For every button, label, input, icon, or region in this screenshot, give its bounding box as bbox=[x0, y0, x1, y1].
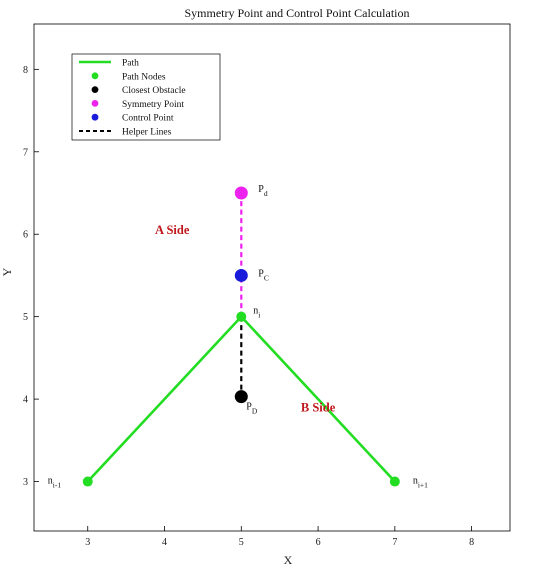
control-point-point bbox=[234, 268, 248, 282]
path-nodes-point bbox=[82, 476, 93, 487]
label-subscript: D bbox=[252, 407, 258, 416]
x-tick-label: 8 bbox=[469, 537, 474, 548]
x-axis-title: X bbox=[284, 553, 293, 567]
x-tick-label: 3 bbox=[85, 537, 90, 548]
path-nodes-point bbox=[389, 476, 400, 487]
point-label-n-i: ni bbox=[253, 306, 260, 320]
label-base: P bbox=[258, 184, 264, 195]
legend-label-symmetry-point: Symmetry Point bbox=[122, 100, 184, 110]
label-base: n bbox=[413, 476, 418, 487]
y-tick-label: 8 bbox=[23, 65, 28, 76]
legend-key-dot bbox=[91, 100, 99, 107]
legend-label-closest-obstacle: Closest Obstacle bbox=[122, 86, 186, 96]
point-label-n-i-1: ni+1 bbox=[413, 476, 428, 490]
legend-label-path: Path bbox=[122, 59, 139, 69]
label-base: n bbox=[253, 306, 258, 317]
path-nodes-point bbox=[236, 311, 247, 322]
x-tick-label: 4 bbox=[162, 537, 167, 548]
legend-label-control-point: Control Point bbox=[122, 114, 174, 124]
x-tick-label: 6 bbox=[316, 537, 321, 548]
closest-obstacle-point bbox=[234, 390, 248, 404]
label-subscript: i bbox=[258, 311, 260, 320]
x-tick-label: 5 bbox=[239, 537, 244, 548]
annotation-b-side: B Side bbox=[301, 400, 336, 414]
y-axis-ticks: 3 4 5 6 7 8 bbox=[23, 65, 39, 488]
point-label-p-d: Pd bbox=[258, 184, 268, 198]
plot-frame bbox=[33, 23, 511, 532]
label-subscript: d bbox=[264, 189, 268, 198]
label-base: P bbox=[246, 402, 252, 413]
x-axis-ticks: 3 4 5 6 7 8 bbox=[85, 526, 474, 548]
y-tick-label: 6 bbox=[23, 230, 28, 241]
data-points bbox=[82, 186, 400, 487]
legend-box bbox=[71, 53, 221, 141]
label-base: n bbox=[48, 476, 53, 487]
legend-label-helper-lines: Helper Lines bbox=[122, 128, 172, 138]
legend: Path Path Nodes Closest Obstacle Symmetry P… bbox=[71, 53, 221, 141]
label-subscript: i+1 bbox=[418, 481, 428, 490]
point-label-n-i-1: ni-1 bbox=[48, 476, 62, 490]
y-axis-title: Y bbox=[0, 267, 14, 276]
y-tick-label: 4 bbox=[23, 395, 28, 406]
y-tick-label: 3 bbox=[23, 477, 28, 488]
legend-label-path-nodes: Path Nodes bbox=[122, 72, 166, 82]
y-tick-label: 7 bbox=[23, 147, 28, 158]
chart-title: Symmetry Point and Control Point Calcula… bbox=[185, 6, 410, 20]
label-base: P bbox=[258, 268, 264, 279]
annotation-a-side: A Side bbox=[155, 223, 190, 237]
point-label-p-c: PC bbox=[258, 268, 269, 282]
label-subscript: i-1 bbox=[53, 481, 62, 490]
symmetry-point-point bbox=[234, 186, 248, 200]
y-tick-label: 5 bbox=[23, 312, 28, 323]
point-label-p-d: PD bbox=[246, 402, 258, 416]
x-tick-label: 7 bbox=[392, 537, 397, 548]
label-subscript: C bbox=[264, 273, 269, 282]
side-annotations: A Side B Side bbox=[155, 223, 336, 414]
legend-key-dot bbox=[91, 72, 99, 80]
legend-key-dot bbox=[91, 86, 99, 93]
legend-key-dot bbox=[91, 113, 99, 121]
